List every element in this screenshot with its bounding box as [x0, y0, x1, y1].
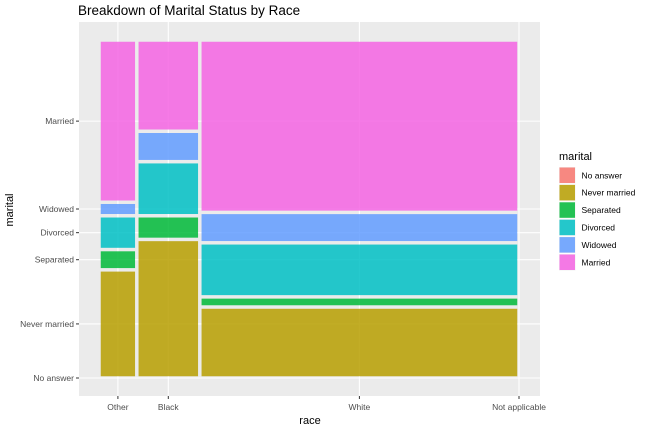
tile-black-divorced: [138, 163, 199, 215]
tile-white-married: [201, 41, 518, 211]
chart-title: Breakdown of Marital Status by Race: [78, 3, 300, 18]
legend-swatch-no-answer: [559, 167, 575, 183]
legend-swatch-divorced: [559, 219, 575, 236]
y-tick-label-never-married: Never married: [20, 319, 74, 329]
y-axis-title: marital: [4, 193, 16, 226]
tile-white-widowed: [201, 214, 518, 242]
tile-black-married: [138, 41, 199, 130]
tile-white-never-married: [201, 308, 518, 377]
tile-other-divorced: [100, 217, 136, 248]
tile-other-married: [100, 41, 136, 201]
y-tick-label-married: Married: [45, 116, 74, 126]
y-tick-label-divorced: Divorced: [40, 228, 74, 238]
y-tick-label-separated: Separated: [35, 255, 74, 265]
x-tick-label-white: White: [349, 402, 371, 412]
legend-label-married: Married: [582, 257, 611, 267]
tile-black-never-married: [138, 241, 199, 377]
legend-swatch-widowed: [559, 237, 575, 253]
tile-black-separated: [138, 217, 199, 238]
legend-swatch-married: [559, 254, 575, 270]
tile-black-widowed: [138, 133, 199, 160]
legend-label-divorced: Divorced: [582, 222, 616, 232]
x-tick-label-not-applicable: Not applicable: [492, 402, 546, 412]
legend-label-widowed: Widowed: [582, 240, 617, 250]
y-axis: No answer Never married Separated Divorced W…: [20, 116, 79, 383]
tile-other-separated: [100, 251, 136, 269]
legend-title: marital: [559, 151, 592, 163]
legend-label-separated: Separated: [582, 205, 621, 215]
y-tick-label-widowed: Widowed: [39, 204, 74, 214]
y-tick-label-no-answer: No answer: [33, 373, 74, 383]
legend-label-never-married: Never married: [582, 188, 636, 198]
tile-white-separated: [201, 298, 518, 306]
x-axis: Other Black White Not applicable: [107, 396, 546, 412]
x-tick-label-black: Black: [158, 402, 180, 412]
tile-other-widowed: [100, 203, 136, 215]
tile-white-divorced: [201, 244, 518, 296]
legend-label-no-answer: No answer: [582, 170, 623, 180]
x-axis-title: race: [299, 415, 320, 427]
legend-swatch-separated: [559, 202, 575, 218]
mosaic-tiles: [100, 41, 518, 377]
legend-swatch-never-married: [559, 184, 575, 201]
tile-other-never-married: [100, 271, 136, 377]
x-tick-label-other: Other: [107, 402, 128, 412]
legend: marital No answer Never married Separated D…: [559, 151, 636, 271]
legend-items: No answer Never married Separated Divorced W…: [559, 167, 636, 271]
